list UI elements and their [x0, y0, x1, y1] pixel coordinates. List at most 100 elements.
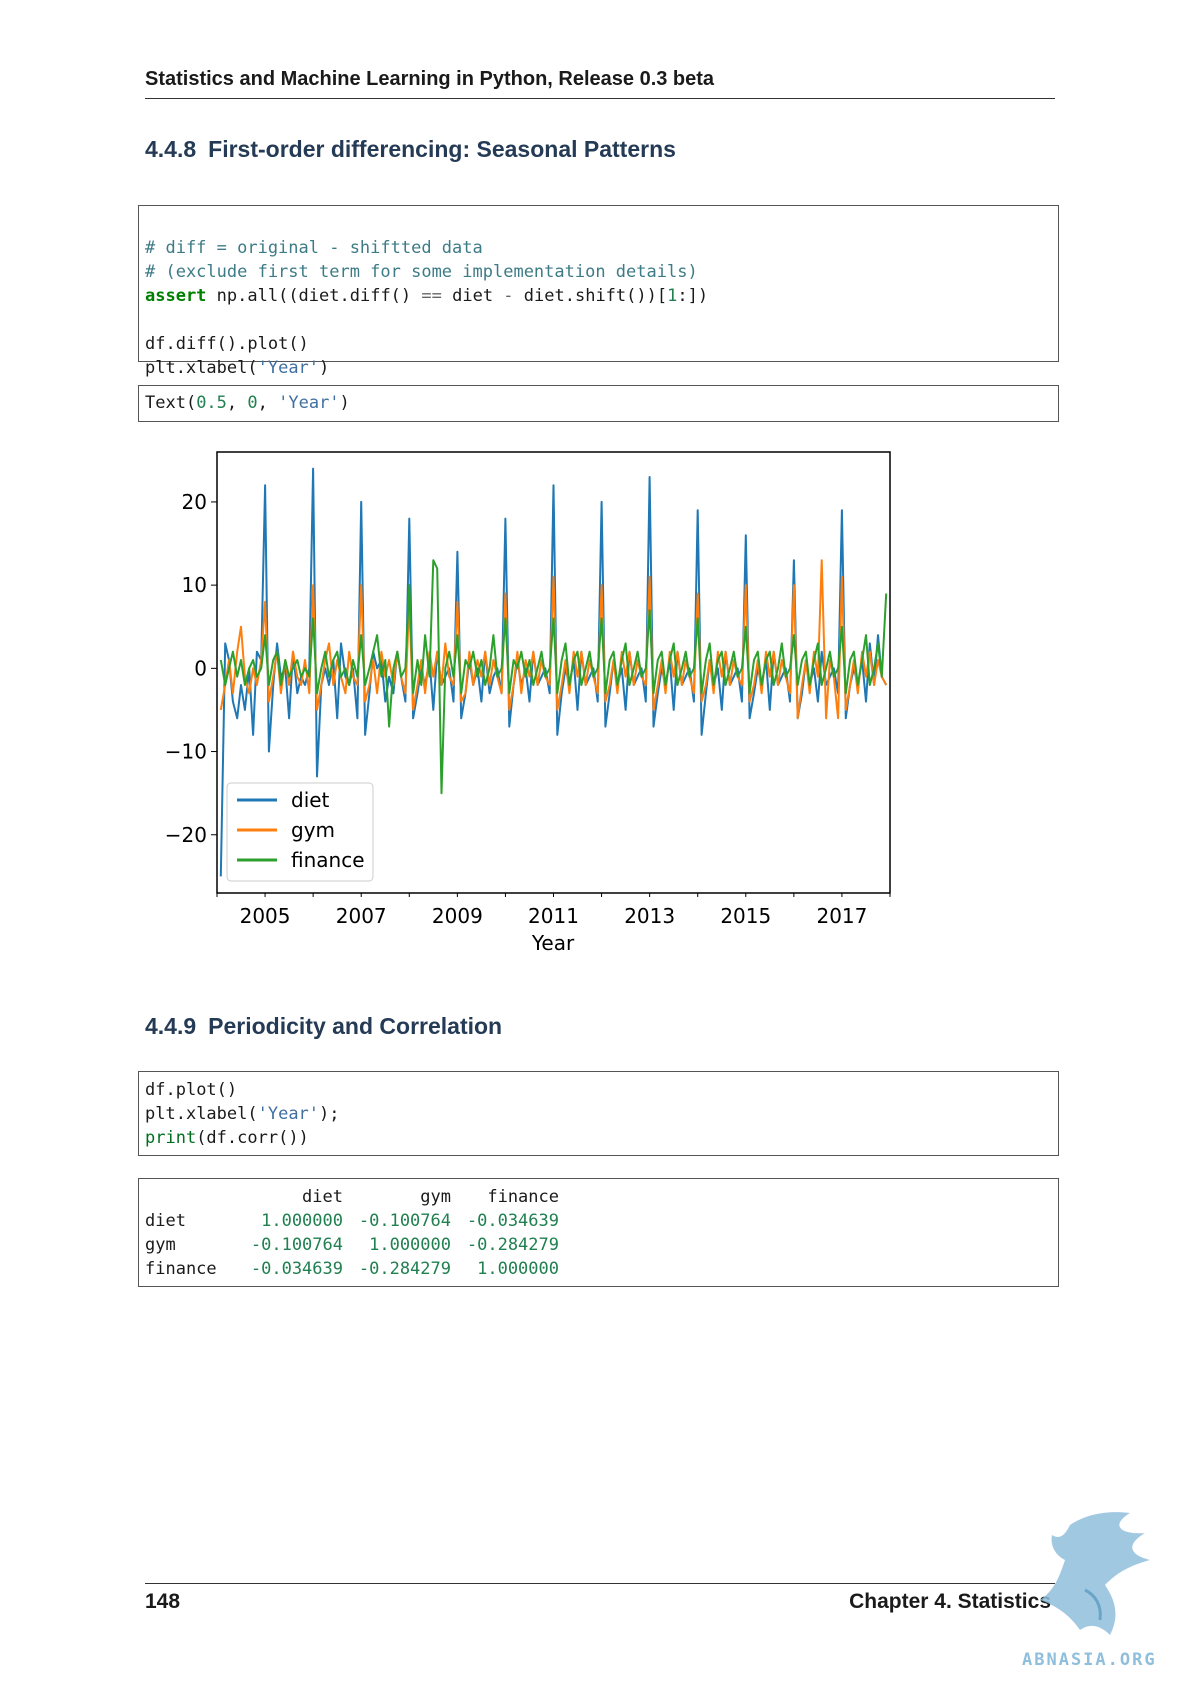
- corr-header-row: diet gym finance: [145, 1185, 1052, 1209]
- code-token: df: [145, 334, 166, 354]
- code-token: plt: [145, 1104, 176, 1124]
- legend-box: [226, 782, 374, 882]
- legend-label-finance: finance: [291, 848, 365, 872]
- code-builtin: print: [145, 1128, 197, 1148]
- corr-row: finance -0.034639 -0.284279 1.000000: [145, 1257, 1052, 1281]
- corr-cell: -0.100764: [358, 1211, 451, 1231]
- corr-cell: -0.284279: [358, 1259, 451, 1279]
- corr-cell: -0.284279: [466, 1235, 559, 1255]
- code-token: .shift())[: [564, 286, 668, 306]
- y-tick-label: −20: [165, 823, 207, 847]
- series-line-finance: [219, 559, 888, 795]
- y-tick-label: 0: [194, 656, 207, 680]
- output-line: Text(0.5, 0, 'Year'): [145, 391, 1052, 415]
- page-number: 148: [145, 1590, 181, 1613]
- code-token: plt: [145, 358, 176, 378]
- output-token: ,: [226, 393, 248, 413]
- griffin-logo-icon: [1040, 1512, 1150, 1635]
- code-plot-line: df.plot(): [145, 1078, 1052, 1102]
- corr-column-header: gym: [420, 1187, 451, 1207]
- output-string: 'Year': [278, 393, 340, 413]
- code-token: .xlabel(: [175, 358, 258, 378]
- code-string: 'Year': [257, 358, 320, 378]
- series-line-gym: [219, 559, 888, 720]
- code-token: );: [319, 1104, 340, 1124]
- code-string: 'Year': [257, 1104, 320, 1124]
- code-comment-line: # diff = original - shiftted data: [145, 238, 483, 258]
- section-title: Periodicity and Correlation: [208, 1013, 503, 1039]
- output-number: 0: [247, 393, 258, 413]
- x-tick-label: 2013: [624, 904, 675, 928]
- code-token: .diff(): [339, 286, 422, 306]
- x-tick-label: 2005: [240, 904, 291, 928]
- y-axis: 20 10 0 −10 −20: [165, 490, 217, 847]
- corr-column-header: diet: [302, 1187, 343, 1207]
- output-block-corr-table: diet gym finance diet 1.000000 -0.100764 -0.03…: [138, 1178, 1059, 1287]
- code-comment-line: # (exclude first term for some implement…: [145, 260, 1052, 284]
- code-token: .all((diet: [237, 286, 340, 306]
- code-token: .plot(): [165, 1080, 238, 1100]
- section-heading-first-order-differencing: 4.4.8 First-order differencing: Seasonal …: [145, 136, 676, 163]
- corr-cell: -0.034639: [250, 1259, 343, 1279]
- output-token: ): [339, 393, 350, 413]
- section-title: First-order differencing: Seasonal Patte…: [208, 136, 676, 162]
- x-axis: 2005 2007 2009 2011 2013 2015 2017: [216, 893, 891, 928]
- running-header: Statistics and Machine Learning in Pytho…: [145, 68, 1055, 99]
- code-print-line: print(df.corr()): [145, 1126, 1052, 1150]
- corr-cell: 1.000000: [477, 1259, 559, 1279]
- code-token: .diff(): [165, 334, 238, 354]
- corr-cell: -0.034639: [466, 1211, 559, 1231]
- corr-row-label: finance: [145, 1259, 217, 1279]
- footer-rule: [145, 1583, 1055, 1584]
- y-tick-label: 20: [182, 490, 207, 514]
- output-number: 0.5: [196, 393, 227, 413]
- legend-label-gym: gym: [291, 818, 335, 842]
- code-token: .xlabel(: [175, 1104, 258, 1124]
- output-token: Text(: [145, 393, 197, 413]
- code-token: .corr()): [226, 1128, 309, 1148]
- corr-cell: 1.000000: [369, 1235, 451, 1255]
- legend-label-diet: diet: [291, 788, 330, 812]
- code-token: np: [206, 286, 238, 306]
- corr-row-label: gym: [145, 1235, 176, 1255]
- x-tick-label: 2015: [720, 904, 771, 928]
- code-token: diet: [513, 286, 565, 306]
- watermark-text: ABNASIA.ORG: [1022, 1650, 1157, 1670]
- code-token: diet: [441, 286, 504, 306]
- legend: diet gym finance: [226, 782, 374, 882]
- code-number: 1: [667, 286, 678, 306]
- chapter-label: Chapter 4. Statistics: [849, 1590, 1051, 1613]
- x-tick-label: 2011: [528, 904, 579, 928]
- output-token: ,: [257, 393, 279, 413]
- code-comment: # (exclude first term for some implement…: [145, 262, 698, 282]
- section-heading-periodicity: 4.4.9 Periodicity and Correlation: [145, 1013, 502, 1040]
- section-number: 4.4.9: [145, 1013, 197, 1039]
- corr-column-header: finance: [487, 1187, 559, 1207]
- code-token: :]): [677, 286, 709, 306]
- corr-cell: -0.100764: [250, 1235, 343, 1255]
- section-number: 4.4.8: [145, 136, 197, 162]
- y-tick-label: 10: [182, 573, 207, 597]
- x-tick-label: 2017: [816, 904, 867, 928]
- book-title: Statistics and Machine Learning in Pytho…: [145, 68, 715, 90]
- series-lines: [219, 467, 888, 877]
- code-plot-line: df.diff().plot(): [145, 332, 1052, 356]
- corr-row: diet 1.000000 -0.100764 -0.034639: [145, 1209, 1052, 1233]
- code-token: (df: [196, 1128, 227, 1148]
- code-keyword: assert: [145, 286, 207, 306]
- code-token: df: [145, 1080, 166, 1100]
- corr-cell: 1.000000: [261, 1211, 343, 1231]
- diff-line-chart: 20 10 0 −10 −20 2005 2007 2009 2011 2013 2015 2017…: [150, 440, 910, 960]
- corr-row: gym -0.100764 1.000000 -0.284279: [145, 1233, 1052, 1257]
- code-token: .plot(): [237, 334, 309, 354]
- x-tick-label: 2009: [432, 904, 483, 928]
- code-assert-line: assert np.all((diet.diff() == diet - die…: [145, 284, 1052, 308]
- code-blank-line: [145, 308, 1052, 332]
- corr-row-label: diet: [145, 1211, 186, 1231]
- code-xlabel-line: plt.xlabel('Year'): [145, 356, 1052, 380]
- x-tick-label: 2007: [336, 904, 387, 928]
- code-block-diff: # diff = original - shiftted data # (excl…: [138, 205, 1059, 378]
- code-xlabel-line: plt.xlabel('Year');: [145, 1102, 1052, 1126]
- y-tick-label: −10: [165, 740, 207, 764]
- code-token: ): [319, 358, 330, 378]
